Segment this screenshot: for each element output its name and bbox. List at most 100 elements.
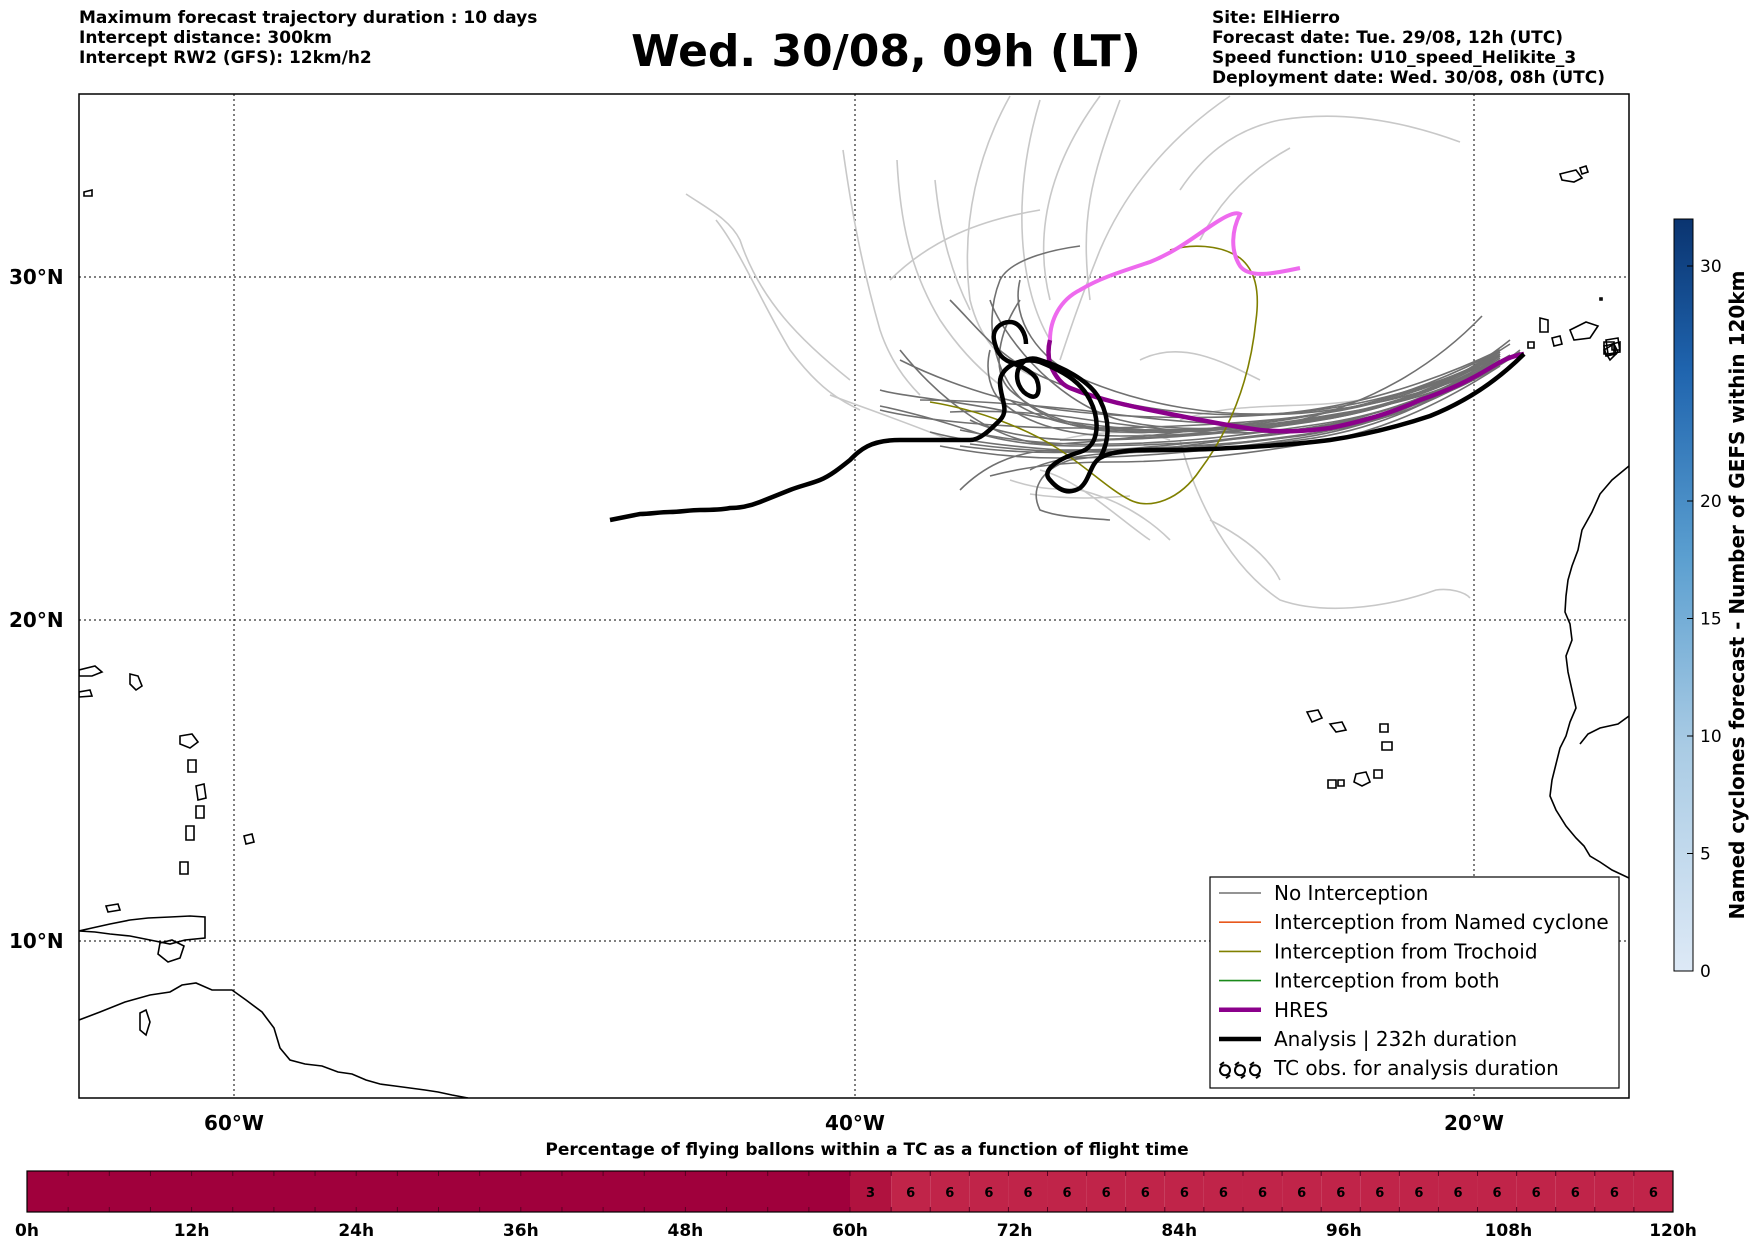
coastline-senegal (1579, 715, 1629, 745)
cyclone-symbol-icon (1219, 1064, 1231, 1077)
lon-label-20w: 20°W (1444, 1111, 1504, 1135)
island-fogo (1327, 779, 1337, 789)
track-no-int-16 (959, 353, 1501, 446)
legend-items: No Interception Interception from Named c… (1219, 881, 1609, 1080)
legend-item: Interception from Named cyclone (1219, 910, 1609, 934)
flight-bar-cell (1438, 1171, 1478, 1212)
flight-bar-cell (1164, 1171, 1204, 1212)
flight-bar-cell (1242, 1171, 1283, 1212)
flight-bar-hour-label: 48h (668, 1221, 704, 1241)
flight-bar-hour-label: 84h (1161, 1221, 1197, 1241)
flight-bar-hour-label: 108h (1485, 1221, 1533, 1241)
flight-bar-cell-value: 6 (1102, 1186, 1111, 1201)
flight-bar-cell-value: 6 (1219, 1186, 1228, 1201)
track-hres-day1 (1048, 211, 1301, 341)
lon-label-60w: 60°W (204, 1111, 264, 1135)
flight-bar-cell-value: 6 (1336, 1186, 1345, 1201)
track-ext-15 (1029, 493, 1131, 499)
flight-bar-hour-label: 36h (503, 1221, 539, 1241)
colorbar-tick-label: 0 (1700, 962, 1711, 982)
colorbar-tick-label: 10 (1700, 727, 1722, 747)
track-ext-16 (1079, 489, 1171, 541)
flight-bar-cell-value: 6 (1141, 1186, 1150, 1201)
flight-bar-cell-value: 6 (1649, 1186, 1658, 1201)
lon-label-40w: 40°W (825, 1111, 885, 1135)
island-martinique (195, 783, 207, 801)
island-santo-antao (1305, 709, 1324, 724)
header-intercept-distance: Intercept distance: 300km (79, 28, 332, 48)
flight-bar-segment-high (27, 1171, 850, 1212)
colorbar-ticks: 0 5 10 15 20 30 (1687, 257, 1722, 982)
flight-bar-cell-value: 3 (866, 1186, 875, 1201)
track-ext-21 (1085, 99, 1121, 301)
island-sal (1379, 723, 1389, 733)
flight-bar-hour-label: 120h (1649, 1221, 1697, 1241)
legend-label: HRES (1274, 998, 1328, 1022)
colorbar-label: Named cyclones forecast - Number of GEFS… (1725, 271, 1749, 920)
coastline-south-america (79, 982, 469, 1098)
header-speed-function: Speed function: U10_speed_Helikite_3 (1212, 48, 1577, 68)
track-ext-14 (1039, 469, 1151, 541)
flight-bar-cell (1360, 1171, 1400, 1212)
island-el-hierro (1527, 341, 1535, 349)
island-santiago (1353, 771, 1372, 787)
legend-label: Interception from Named cyclone (1274, 910, 1609, 934)
flight-bar-cell-value: 6 (1610, 1186, 1619, 1201)
flight-bar-hour-label: 24h (338, 1221, 374, 1241)
flight-bar-hour-label: 72h (997, 1221, 1033, 1241)
track-ext-22 (1021, 99, 1051, 341)
island-selvagens (1599, 297, 1603, 301)
flight-bar-cell (1633, 1171, 1673, 1212)
island-puerto-rico (79, 665, 104, 677)
flight-bar-cell (1203, 1171, 1243, 1212)
legend-item: Interception from Trochoid (1219, 939, 1538, 963)
header-intercept-rw2: Intercept RW2 (GFS): 12km/h2 (79, 48, 372, 68)
track-ext-1 (685, 193, 851, 381)
header-site: Site: ElHierro (1212, 8, 1340, 28)
flight-bar-cell-value: 6 (1453, 1186, 1462, 1201)
coastline-hispaniola-region (79, 915, 206, 945)
flight-bar-cells: 3 6 6 6 6 6 6 6 6 6 6 6 6 6 6 6 6 6 6 6 6 (27, 1171, 1673, 1212)
legend-item: Analysis | 232h duration (1219, 1027, 1517, 1051)
flight-bar-cell (1516, 1171, 1556, 1212)
island-maio (1373, 769, 1383, 779)
colorbar-tick-label: 30 (1700, 257, 1722, 277)
flight-bar-cell-value: 6 (1297, 1186, 1306, 1201)
flight-bar-cell-value: 6 (1493, 1186, 1502, 1201)
flight-bar-cell (1008, 1171, 1048, 1212)
header-duration: Maximum forecast trajectory duration : 1… (79, 8, 538, 28)
track-ext-8 (1059, 95, 1231, 361)
legend-label: Analysis | 232h duration (1274, 1027, 1517, 1051)
island-curacao (104, 903, 122, 913)
island-small-1 (139, 1008, 151, 1037)
island-virgin (79, 689, 94, 698)
track-ext-23 (889, 209, 1041, 281)
flight-bar-cell-value: 6 (1414, 1186, 1423, 1201)
lat-label-10n: 10°N (9, 929, 64, 953)
flight-bar-cell (1086, 1171, 1126, 1212)
lat-label-20n: 20°N (9, 608, 64, 632)
flight-bar-hour-label: 96h (1326, 1221, 1362, 1241)
cyclone-symbol-icon (1249, 1064, 1261, 1077)
legend-item: Interception from both (1219, 969, 1500, 993)
colorbar-tick-label: 15 (1700, 610, 1722, 630)
track-ext-3 (842, 149, 921, 396)
header-forecast-date: Forecast date: Tue. 29/08, 12h (UTC) (1212, 28, 1563, 48)
flight-bar-cell-value: 6 (1023, 1186, 1032, 1201)
header-info-right: Site: ElHierro Forecast date: Tue. 29/08… (1212, 8, 1605, 88)
track-ext-7 (1042, 95, 1101, 301)
flight-bar-cell (1047, 1171, 1087, 1212)
flight-bar-cell-value: 6 (1532, 1186, 1541, 1201)
map-area: No Interception Interception from Named c… (9, 93, 1630, 1135)
flight-bar-cell-value: 6 (906, 1186, 915, 1201)
track-analysis-loop (991, 319, 1110, 460)
island-fuerteventura (1602, 342, 1619, 362)
island-boa-vista (1381, 741, 1393, 751)
island-dominica (187, 759, 197, 773)
flight-bar-cell-value: 6 (1180, 1186, 1189, 1201)
legend-frame (1209, 876, 1620, 1089)
legend-item: No Interception (1219, 881, 1428, 905)
island-madeira (1558, 169, 1584, 183)
track-no-int-13 (899, 349, 1501, 445)
